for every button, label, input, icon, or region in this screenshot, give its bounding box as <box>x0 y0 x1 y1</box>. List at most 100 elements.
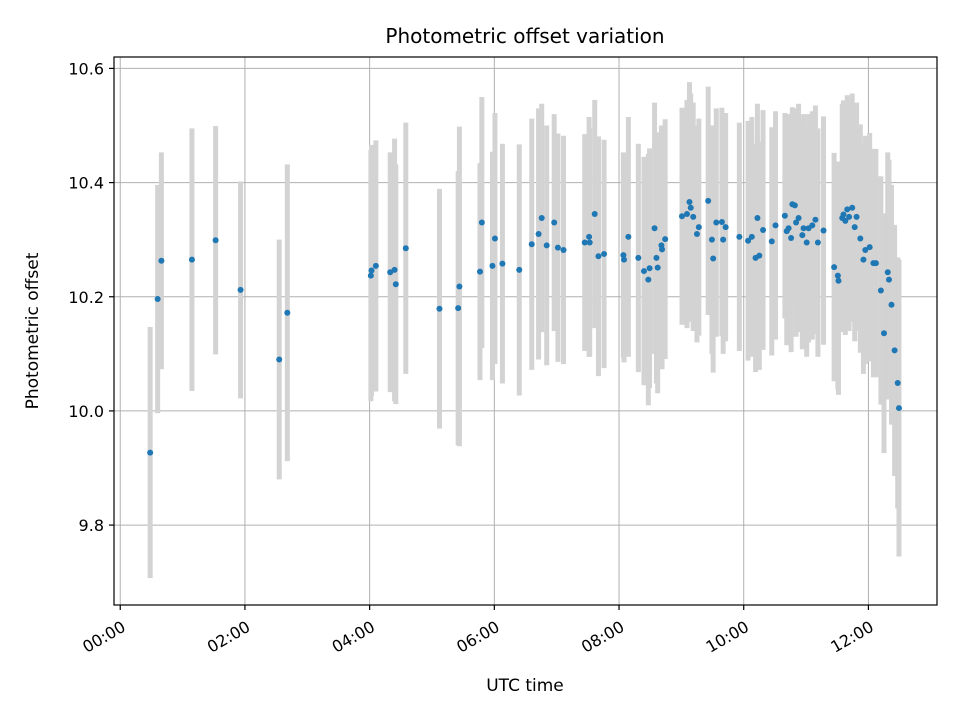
data-point <box>708 236 715 243</box>
y-tick-label: 9.8 <box>79 516 104 535</box>
data-point <box>516 266 523 273</box>
data-point <box>857 235 864 242</box>
data-point <box>392 281 399 288</box>
data-point <box>895 405 902 412</box>
data-point <box>591 210 598 217</box>
data-point <box>840 211 847 218</box>
data-point <box>849 204 856 211</box>
data-point <box>551 219 558 226</box>
data-point <box>851 224 858 231</box>
data-point <box>720 236 727 243</box>
data-point <box>736 233 743 240</box>
data-point <box>745 237 752 244</box>
data-point <box>478 219 485 226</box>
data-point <box>154 296 161 303</box>
data-point <box>284 309 291 316</box>
data-point <box>212 237 219 244</box>
data-point <box>554 244 561 251</box>
data-point <box>635 254 642 261</box>
data-point <box>654 264 661 271</box>
data-point <box>795 214 802 221</box>
data-points <box>147 197 902 456</box>
data-point <box>760 226 767 233</box>
data-point <box>809 222 816 229</box>
data-point <box>888 301 895 308</box>
data-point <box>690 213 697 220</box>
data-point <box>693 230 700 237</box>
data-point <box>455 305 462 312</box>
data-point <box>872 260 879 267</box>
data-point <box>372 262 379 269</box>
y-tick-label: 10.4 <box>68 174 104 193</box>
data-point <box>710 255 717 262</box>
data-point <box>620 252 627 259</box>
data-point <box>625 233 632 240</box>
data-point <box>683 210 690 217</box>
data-point <box>713 219 720 226</box>
data-point <box>402 245 409 252</box>
data-point <box>718 218 725 225</box>
data-point <box>781 212 788 219</box>
data-point <box>686 198 693 205</box>
data-point <box>436 305 443 312</box>
data-point <box>276 356 283 363</box>
data-point <box>367 272 374 279</box>
data-point <box>881 330 888 337</box>
data-point <box>812 216 819 223</box>
data-point <box>803 239 810 246</box>
data-point <box>754 214 761 221</box>
data-point <box>835 277 842 284</box>
data-point <box>147 449 154 456</box>
data-point <box>772 222 779 229</box>
data-point <box>535 230 542 237</box>
data-point <box>814 239 821 246</box>
data-point <box>586 239 593 246</box>
data-point <box>768 238 775 245</box>
data-point <box>621 256 628 263</box>
data-point <box>456 283 463 290</box>
data-point <box>842 217 849 224</box>
data-point <box>687 204 694 211</box>
data-point <box>791 202 798 209</box>
data-point <box>877 287 884 294</box>
data-point <box>476 268 483 275</box>
chart-title: Photometric offset variation <box>385 24 664 48</box>
data-point <box>499 260 506 267</box>
plot-frame <box>113 56 938 606</box>
data-point <box>659 246 666 253</box>
y-tick-label: 10.6 <box>68 59 104 78</box>
data-point <box>581 239 588 246</box>
data-point <box>158 257 165 264</box>
data-point <box>831 264 838 271</box>
data-point <box>640 268 647 275</box>
data-point <box>645 276 652 283</box>
data-point <box>799 232 806 239</box>
data-point <box>678 213 685 220</box>
data-point <box>489 262 496 269</box>
data-point <box>705 197 712 204</box>
data-point <box>866 244 873 251</box>
data-point <box>601 250 608 257</box>
data-point <box>793 219 800 226</box>
data-point <box>543 242 550 249</box>
data-point <box>834 272 841 279</box>
data-point <box>862 246 869 253</box>
data-point <box>860 256 867 263</box>
data-point <box>800 225 807 232</box>
data-point <box>560 246 567 253</box>
data-point <box>785 225 792 232</box>
data-point <box>788 234 795 241</box>
data-point <box>586 233 593 240</box>
data-point <box>491 235 498 242</box>
data-point <box>237 286 244 293</box>
data-point <box>538 214 545 221</box>
data-point <box>368 267 375 274</box>
data-point <box>391 266 398 273</box>
data-point <box>528 241 535 248</box>
data-point <box>748 233 755 240</box>
x-axis-label: UTC time <box>486 676 564 696</box>
data-point <box>891 347 898 354</box>
data-point <box>756 252 763 259</box>
data-point <box>646 265 653 272</box>
